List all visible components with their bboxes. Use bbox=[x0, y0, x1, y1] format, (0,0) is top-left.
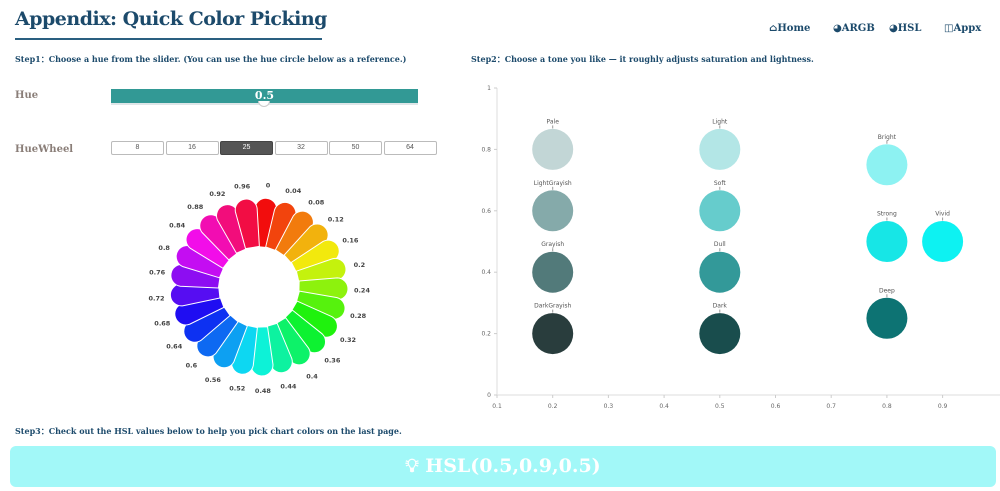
hue-label: 0.92 bbox=[209, 190, 225, 198]
nav-label: HSL bbox=[897, 23, 922, 34]
hue-label: 0.24 bbox=[354, 287, 371, 295]
nav-label: Home bbox=[777, 23, 811, 34]
hue-label: 0 bbox=[266, 181, 271, 189]
point-label: LightGrayish bbox=[534, 180, 572, 187]
page-title: Appendix: Quick Color Picking bbox=[15, 8, 327, 30]
hue-label: 0.16 bbox=[342, 237, 359, 245]
hue-label: 0.36 bbox=[324, 356, 341, 364]
point-label: Deep bbox=[879, 287, 895, 294]
hue-value: 0.5 bbox=[254, 89, 275, 102]
hue-label: 0.2 bbox=[354, 261, 366, 269]
x-tick-label: 0.5 bbox=[715, 403, 725, 410]
x-tick-label: 0.3 bbox=[604, 403, 614, 410]
tone-point-bright bbox=[866, 144, 908, 186]
point-label: DarkGrayish bbox=[534, 303, 571, 310]
hsl-result-bar: 💡︎ HSL(0.5,0.9,0.5) bbox=[10, 446, 996, 487]
tone-point-deep bbox=[866, 297, 908, 339]
hue-label: 0.44 bbox=[280, 383, 297, 391]
hue-label: 0.88 bbox=[187, 203, 204, 211]
y-tick-label: 1 bbox=[487, 85, 491, 92]
tone-point-dark bbox=[699, 313, 741, 355]
hue-label: 0.12 bbox=[328, 215, 344, 223]
tone-point-pale bbox=[532, 128, 574, 170]
hue-label: 0.96 bbox=[234, 182, 251, 190]
hue-label: 0.56 bbox=[205, 376, 222, 384]
palette-icon: ◕ bbox=[833, 23, 842, 34]
hue-label: 0.28 bbox=[350, 312, 367, 320]
point-label: Dark bbox=[713, 303, 728, 310]
huewheel-option-16[interactable]: 16 bbox=[165, 141, 219, 155]
hue-label: 0.68 bbox=[154, 320, 171, 328]
y-tick-label: 0.8 bbox=[481, 146, 491, 153]
x-tick-label: 0.1 bbox=[492, 403, 502, 410]
huewheel-option-32[interactable]: 32 bbox=[274, 141, 328, 155]
huewheel-option-50[interactable]: 50 bbox=[329, 141, 382, 155]
point-label: Dull bbox=[714, 241, 726, 248]
hsl-result-text: HSL(0.5,0.9,0.5) bbox=[425, 455, 601, 477]
y-tick-label: 0.4 bbox=[481, 269, 491, 276]
hue-label: 0.04 bbox=[285, 187, 302, 195]
title-divider bbox=[15, 38, 322, 40]
tone-point-soft bbox=[699, 190, 741, 232]
point-label: Soft bbox=[714, 180, 726, 187]
hue-petal bbox=[234, 198, 260, 250]
hue-label: 0.48 bbox=[255, 387, 272, 395]
y-tick-label: 0.6 bbox=[481, 208, 491, 215]
tone-point-vivid bbox=[922, 221, 964, 262]
hue-label: 0.08 bbox=[308, 198, 325, 206]
nav-argb[interactable]: ◕ARGB bbox=[833, 23, 875, 34]
x-tick-label: 0.2 bbox=[548, 403, 558, 410]
step1-text: Step1：Choose a hue from the slider. (You… bbox=[15, 54, 407, 64]
point-label: Pale bbox=[547, 118, 560, 125]
home-icon: ⌂ bbox=[769, 23, 778, 34]
x-tick-label: 0.7 bbox=[826, 403, 836, 410]
hue-label: 0.6 bbox=[186, 362, 198, 370]
nav-appx[interactable]: ◫Appx bbox=[944, 23, 981, 34]
point-label: Vivid bbox=[935, 211, 950, 218]
nav-home[interactable]: ⌂Home bbox=[769, 23, 810, 34]
huewheel-option-8[interactable]: 8 bbox=[111, 141, 164, 155]
y-tick-label: 0.2 bbox=[481, 331, 491, 338]
x-tick-label: 0.9 bbox=[938, 403, 948, 410]
x-tick-label: 0.8 bbox=[882, 403, 892, 410]
nav-label: ARGB bbox=[841, 23, 875, 34]
hue-label: 0.4 bbox=[306, 372, 318, 380]
huewheel-label: HueWheel bbox=[15, 144, 74, 155]
tone-point-darkgrayish bbox=[532, 313, 574, 355]
point-label: Strong bbox=[877, 211, 897, 218]
huewheel-option-25[interactable]: 25 bbox=[220, 141, 273, 155]
x-tick-label: 0.6 bbox=[771, 403, 781, 410]
hue-label: 0.52 bbox=[229, 385, 245, 393]
hue-slider-handle[interactable] bbox=[258, 101, 270, 107]
point-label: Light bbox=[712, 118, 728, 125]
hue-label: 0.8 bbox=[158, 244, 170, 252]
step3-text: Step3：Check out the HSL values below to … bbox=[15, 426, 402, 436]
nav-hsl[interactable]: ◕HSL bbox=[889, 23, 921, 34]
hue-label: Hue bbox=[15, 90, 39, 101]
huewheel-option-64[interactable]: 64 bbox=[383, 141, 437, 155]
step2-text: Step2：Choose a tone you like — it roughl… bbox=[471, 54, 814, 64]
tone-point-strong bbox=[866, 221, 908, 262]
tone-point-lightgrayish bbox=[532, 190, 574, 232]
hue-label: 0.72 bbox=[149, 294, 165, 302]
tone-point-dull bbox=[699, 251, 741, 293]
hue-label: 0.32 bbox=[340, 336, 356, 344]
nav-label: Appx bbox=[953, 23, 982, 34]
palette-icon: ◕ bbox=[889, 23, 898, 34]
point-label: Grayish bbox=[541, 241, 564, 248]
hue-label: 0.76 bbox=[149, 269, 166, 277]
y-tick-label: 0 bbox=[487, 392, 491, 399]
point-label: Bright bbox=[878, 134, 897, 141]
x-tick-label: 0.4 bbox=[659, 403, 669, 410]
book-icon: ◫ bbox=[944, 23, 954, 34]
hue-wheel: 0 0.04 0.08 0.12 0.16 0.2 0.24 0.28 0.32 0.36 0.4 0… bbox=[149, 181, 371, 395]
lightbulb-icon: 💡︎ bbox=[405, 455, 419, 477]
tone-chart: 0 0.2 0.4 0.6 0.8 1 0.1 0.2 0.3 0.4 0.5 0.6 0.7 0.8 0.… bbox=[481, 85, 1000, 410]
tone-point-grayish bbox=[532, 251, 574, 293]
tone-point-light bbox=[699, 128, 741, 170]
hue-label: 0.84 bbox=[169, 221, 186, 229]
hue-label: 0.64 bbox=[166, 342, 183, 350]
